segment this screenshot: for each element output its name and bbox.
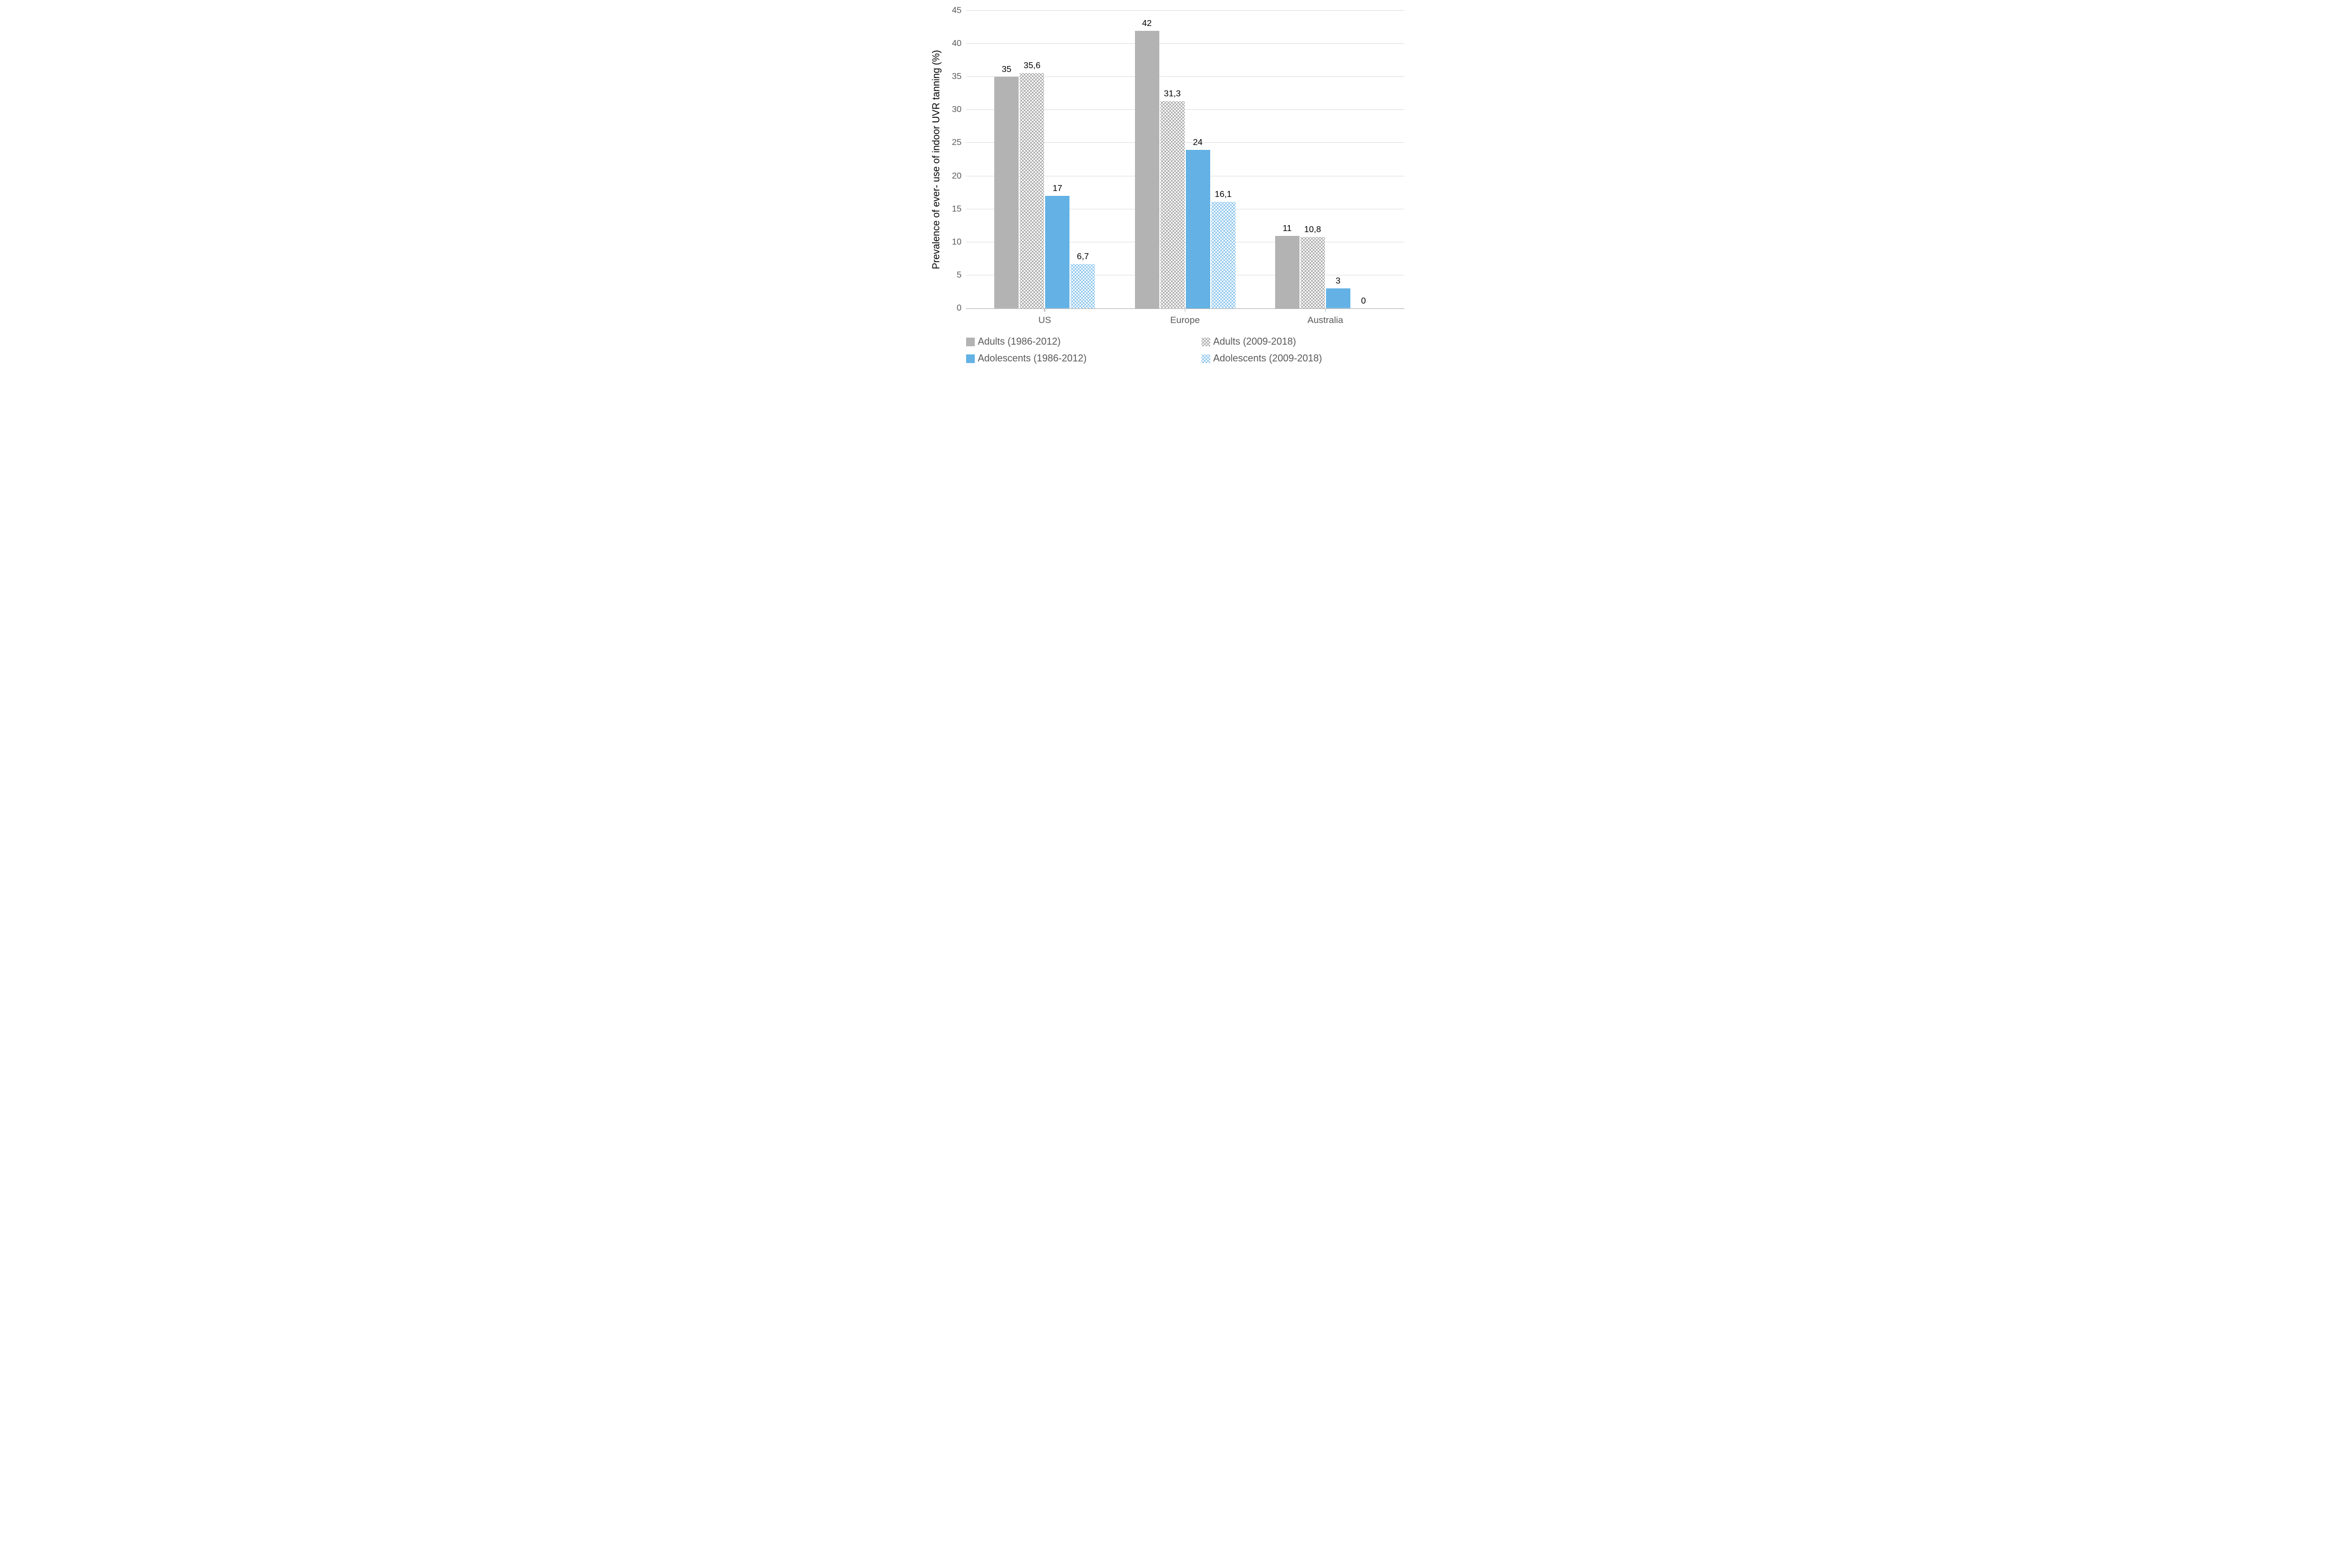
legend-item: Adults (1986-2012): [966, 336, 1180, 347]
bar: 17: [1045, 196, 1069, 308]
legend-label: Adults (1986-2012): [978, 336, 1061, 347]
legend-item: Adults (2009-2018): [1202, 336, 1415, 347]
legend: Adults (1986-2012) Adults (2009-2018) Adol…: [966, 336, 1415, 364]
bar-rect: [1020, 73, 1044, 308]
bar-group: 4231,32416,1: [1135, 31, 1236, 308]
legend-swatch: [1202, 354, 1210, 363]
bar-value-label: 11: [1283, 224, 1292, 234]
legend-swatch: [966, 354, 975, 363]
y-tick-label: 15: [952, 205, 962, 214]
legend-label: Adolescents (2009-2018): [1213, 353, 1322, 364]
bar-value-label: 10,8: [1304, 225, 1321, 235]
bar-rect: [1160, 101, 1185, 308]
bar: 24: [1186, 150, 1210, 308]
x-tick-label: Australia: [1308, 315, 1343, 326]
bar-value-label: 17: [1053, 184, 1062, 194]
bar-value-label: 0: [1361, 297, 1366, 306]
x-tick-label: US: [1038, 315, 1051, 326]
bar-rect: [1275, 236, 1300, 308]
bar-rect: [1071, 264, 1095, 308]
x-tick-mark: [1185, 308, 1186, 312]
bar: 35,6: [1020, 73, 1044, 308]
y-tick-label: 20: [952, 172, 962, 181]
x-tick-mark: [1325, 308, 1326, 312]
legend-swatch: [1202, 338, 1210, 346]
y-tick-label: 25: [952, 138, 962, 148]
bar: 42: [1135, 31, 1159, 308]
bar-value-label: 24: [1193, 138, 1203, 148]
legend-label: Adolescents (1986-2012): [978, 353, 1087, 364]
y-tick-label: 40: [952, 39, 962, 49]
bar-value-label: 6,7: [1077, 252, 1089, 262]
bar: 16,1: [1211, 202, 1236, 308]
bar-rect: [1301, 237, 1325, 308]
legend-item: Adolescents (2009-2018): [1202, 353, 1415, 364]
bar-value-label: 35,6: [1023, 61, 1040, 71]
plot-area: Prevalence of ever- use of indoor UVR ta…: [966, 11, 1405, 309]
bar: 35: [994, 77, 1019, 308]
bar-value-label: 35: [1002, 65, 1012, 75]
bar-value-label: 31,3: [1164, 89, 1180, 99]
bar-group: 3535,6176,7: [994, 73, 1095, 308]
bar-value-label: 3: [1336, 276, 1341, 286]
y-axis-title: Prevalence of ever- use of indoor UVR ta…: [930, 50, 942, 269]
y-tick-label: 45: [952, 6, 962, 16]
y-tick-label: 35: [952, 72, 962, 82]
bar-chart: Prevalence of ever- use of indoor UVR ta…: [928, 11, 1415, 364]
y-tick-label: 30: [952, 105, 962, 115]
bar-group: 1110,830: [1275, 236, 1376, 308]
y-tick-label: 5: [957, 271, 962, 280]
bar: 10,8: [1301, 237, 1325, 308]
bar-rect: [1186, 150, 1210, 308]
x-tick-label: Europe: [1170, 315, 1200, 326]
y-tick-label: 10: [952, 238, 962, 247]
bar-rect: [1045, 196, 1069, 308]
bar-rect: [1326, 288, 1350, 308]
bar-value-label: 42: [1142, 19, 1152, 29]
bar: 31,3: [1160, 101, 1185, 308]
bar: 6,7: [1071, 264, 1095, 308]
y-tick-label: 0: [957, 304, 962, 313]
bar: 3: [1326, 288, 1350, 308]
bar: 11: [1275, 236, 1300, 308]
legend-label: Adults (2009-2018): [1213, 336, 1296, 347]
bar-value-label: 16,1: [1215, 190, 1231, 200]
legend-item: Adolescents (1986-2012): [966, 353, 1180, 364]
bar-rect: [994, 77, 1019, 308]
legend-swatch: [966, 338, 975, 346]
x-tick-mark: [1045, 308, 1046, 312]
gridline: [966, 10, 1405, 11]
bar-rect: [1135, 31, 1159, 308]
bar-rect: [1211, 202, 1236, 308]
